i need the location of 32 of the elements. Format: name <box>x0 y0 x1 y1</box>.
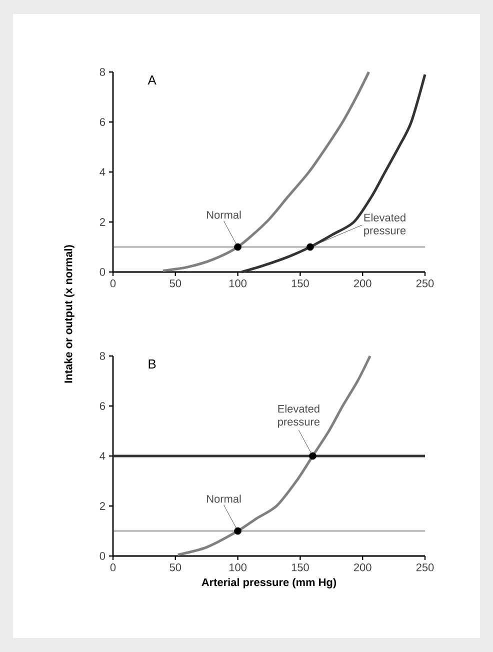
x-tick-label: 200 <box>354 280 372 288</box>
x-tick-label: 150 <box>292 280 309 288</box>
x-tick-label: 100 <box>229 564 247 572</box>
y-tick-label: 8 <box>100 352 106 360</box>
x-tick-label: 250 <box>416 280 434 288</box>
line-series <box>176 354 372 556</box>
y-axis-title: Intake or output (x normal) <box>64 245 74 383</box>
chart-title: B <box>148 360 156 368</box>
annotation: Normal <box>207 494 241 503</box>
y-tick-label: 4 <box>100 168 106 176</box>
x-tick-label: 0 <box>110 564 116 572</box>
x-tick-label: 250 <box>416 564 434 572</box>
x-tick-label: 100 <box>229 280 246 288</box>
y-tick-label: 2 <box>100 218 105 226</box>
x-tick-label: 200 <box>354 564 372 572</box>
x-tick-label: 50 <box>170 564 182 572</box>
x-tick-label: 0 <box>110 280 116 288</box>
y-tick-label: 6 <box>100 118 106 126</box>
annotation: Elevated pressure <box>278 404 320 428</box>
chart-title: A <box>148 76 156 84</box>
y-tick-label: 6 <box>100 402 106 410</box>
x-tick-label: 50 <box>170 280 182 288</box>
y-tick-label: 0 <box>100 552 106 560</box>
y-tick-label: 8 <box>100 68 106 76</box>
x-tick-label: 150 <box>292 564 309 572</box>
y-tick-label: 2 <box>100 502 105 510</box>
y-tick-label: 4 <box>100 452 106 460</box>
y-tick-label: 0 <box>100 268 106 276</box>
line-series <box>240 73 426 274</box>
x-axis-title: Arterial pressure (mm Hg) <box>202 578 336 588</box>
annotation: Normal <box>207 210 241 219</box>
annotation: Elevated pressure <box>364 213 406 237</box>
